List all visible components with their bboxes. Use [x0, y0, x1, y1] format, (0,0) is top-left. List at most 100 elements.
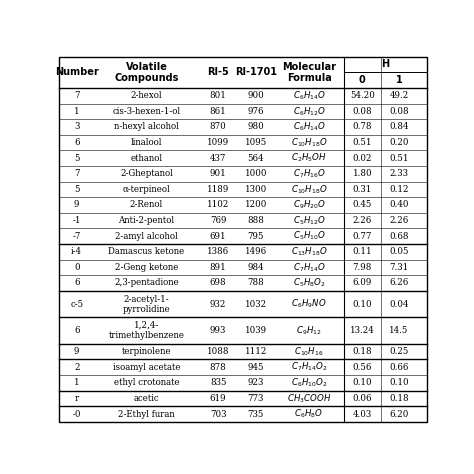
Text: $C_7H_{14}O$: $C_7H_{14}O$: [292, 261, 326, 273]
Text: 9: 9: [74, 201, 80, 210]
Text: 6: 6: [74, 278, 80, 287]
Text: 13.24: 13.24: [350, 326, 374, 335]
Text: 0.77: 0.77: [353, 232, 372, 241]
Text: i-4: i-4: [71, 247, 82, 256]
Text: ethyl crotonate: ethyl crotonate: [114, 378, 179, 387]
Text: 735: 735: [247, 410, 264, 419]
Text: $C_5H_8O_2$: $C_5H_8O_2$: [292, 277, 326, 289]
Text: 1: 1: [396, 75, 402, 85]
Text: 861: 861: [210, 107, 227, 116]
Text: $C_6H_{12}O$: $C_6H_{12}O$: [292, 105, 326, 118]
Text: 0.12: 0.12: [389, 185, 409, 194]
Text: 2-Ethyl furan: 2-Ethyl furan: [118, 410, 175, 419]
Text: 2-acetyl-1-
pyrrolidine: 2-acetyl-1- pyrrolidine: [123, 294, 170, 314]
Text: 5: 5: [74, 185, 80, 194]
Text: 0.31: 0.31: [353, 185, 372, 194]
Text: 923: 923: [247, 378, 264, 387]
Text: $C_5H_{10}O$: $C_5H_{10}O$: [292, 230, 326, 242]
Text: Molecular
Formula: Molecular Formula: [282, 62, 336, 83]
Text: $C_{10}H_{18}O$: $C_{10}H_{18}O$: [291, 183, 328, 196]
Text: 0.84: 0.84: [389, 122, 409, 131]
Text: 0.10: 0.10: [353, 300, 372, 309]
Text: 0.08: 0.08: [353, 107, 372, 116]
Text: ethanol: ethanol: [130, 154, 163, 163]
Text: 1: 1: [74, 378, 80, 387]
Text: 769: 769: [210, 216, 227, 225]
Text: 3: 3: [74, 122, 79, 131]
Text: 801: 801: [210, 91, 227, 100]
Text: -0: -0: [73, 410, 81, 419]
Text: 932: 932: [210, 300, 226, 309]
Text: $C_{10}H_{18}O$: $C_{10}H_{18}O$: [291, 136, 328, 149]
Text: 891: 891: [210, 263, 227, 272]
Text: 870: 870: [210, 122, 227, 131]
Text: Anti-2-pentol: Anti-2-pentol: [118, 216, 174, 225]
Text: 1000: 1000: [245, 169, 267, 178]
Text: 1496: 1496: [245, 247, 267, 256]
Text: 2-Renol: 2-Renol: [130, 201, 163, 210]
Text: 49.2: 49.2: [390, 91, 409, 100]
Text: RI-1701: RI-1701: [235, 67, 277, 77]
Text: $C_9H_{12}$: $C_9H_{12}$: [296, 324, 322, 337]
Text: $C_7H_{16}O$: $C_7H_{16}O$: [292, 167, 326, 180]
Text: $C_9H_{20}O$: $C_9H_{20}O$: [292, 199, 326, 211]
Text: 1386: 1386: [207, 247, 229, 256]
Text: 1099: 1099: [207, 138, 229, 147]
Text: $C_{10}H_{16}$: $C_{10}H_{16}$: [294, 346, 324, 358]
Text: 0.06: 0.06: [353, 394, 372, 403]
Text: 2-Gheptanol: 2-Gheptanol: [120, 169, 173, 178]
Text: 703: 703: [210, 410, 227, 419]
Text: 773: 773: [247, 394, 264, 403]
Text: $C_6H_{14}O$: $C_6H_{14}O$: [292, 90, 326, 102]
Text: 6.09: 6.09: [353, 278, 372, 287]
Text: 7: 7: [74, 169, 80, 178]
Text: 0.78: 0.78: [353, 122, 372, 131]
Text: 0.56: 0.56: [353, 363, 372, 372]
Text: 0.08: 0.08: [389, 107, 409, 116]
Text: 0.02: 0.02: [353, 154, 372, 163]
Text: 0.04: 0.04: [389, 300, 409, 309]
Text: 0: 0: [74, 263, 80, 272]
Text: 1032: 1032: [245, 300, 267, 309]
Text: 2-amyl alcohol: 2-amyl alcohol: [115, 232, 178, 241]
Text: 984: 984: [247, 263, 264, 272]
Text: 6: 6: [74, 326, 80, 335]
Text: 980: 980: [247, 122, 264, 131]
Text: linalool: linalool: [131, 138, 162, 147]
Text: 437: 437: [210, 154, 226, 163]
Text: -1: -1: [73, 216, 81, 225]
Text: 0.40: 0.40: [389, 201, 409, 210]
Text: $CH_3COOH$: $CH_3COOH$: [287, 392, 331, 405]
Text: 788: 788: [247, 278, 264, 287]
Text: 2.26: 2.26: [390, 216, 409, 225]
Text: $C_{13}H_{18}O$: $C_{13}H_{18}O$: [291, 246, 328, 258]
Text: 1189: 1189: [207, 185, 229, 194]
Text: 5: 5: [74, 154, 80, 163]
Text: 619: 619: [210, 394, 227, 403]
Text: 1039: 1039: [245, 326, 267, 335]
Text: 0: 0: [359, 75, 365, 85]
Text: $C_6H_8O$: $C_6H_8O$: [294, 408, 324, 420]
Text: 1102: 1102: [207, 201, 229, 210]
Text: 0.11: 0.11: [353, 247, 372, 256]
Text: 1200: 1200: [245, 201, 267, 210]
Text: 1112: 1112: [245, 347, 267, 356]
Text: $C_2H_5OH$: $C_2H_5OH$: [291, 152, 327, 164]
Text: r: r: [74, 394, 79, 403]
Text: 2-Geng ketone: 2-Geng ketone: [115, 263, 178, 272]
Text: 698: 698: [210, 278, 227, 287]
Text: 0.10: 0.10: [389, 378, 409, 387]
Text: 2-hexol: 2-hexol: [131, 91, 162, 100]
Text: 691: 691: [210, 232, 227, 241]
Text: 2.26: 2.26: [353, 216, 372, 225]
Text: acetic: acetic: [134, 394, 159, 403]
Text: 54.20: 54.20: [350, 91, 375, 100]
Text: $C_6H_9NO$: $C_6H_9NO$: [291, 298, 327, 310]
Text: 7: 7: [74, 91, 80, 100]
Text: RI-5: RI-5: [207, 67, 229, 77]
Text: -7: -7: [73, 232, 81, 241]
Text: $C_7H_{14}O_2$: $C_7H_{14}O_2$: [291, 361, 328, 374]
Text: $C_6H_{14}O$: $C_6H_{14}O$: [292, 121, 326, 133]
Text: 7.31: 7.31: [390, 263, 409, 272]
Text: Damascus ketone: Damascus ketone: [109, 247, 184, 256]
